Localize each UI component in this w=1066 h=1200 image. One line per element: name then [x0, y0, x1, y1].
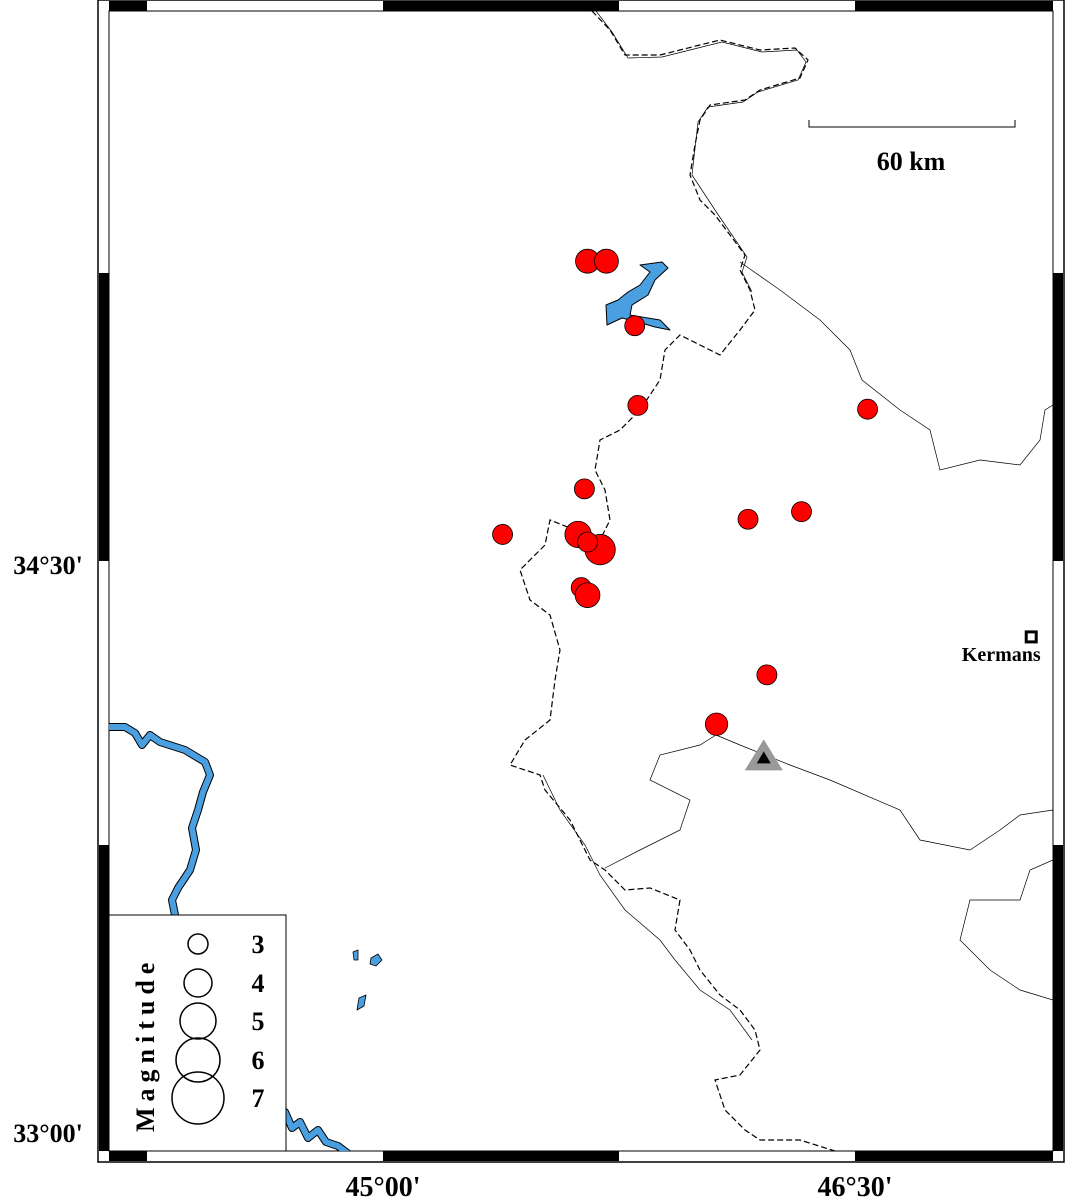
station-inner-triangle-icon	[756, 751, 771, 764]
lat-label-34-30: 34°30'	[13, 551, 83, 580]
city-label: Kermans	[962, 644, 1041, 666]
legend-label: 3	[252, 930, 265, 959]
earthquake-event	[756, 664, 778, 686]
legend-label: 6	[252, 1046, 265, 1075]
earthquake-event	[624, 315, 646, 337]
legend-circle-icon	[171, 1071, 225, 1125]
earthquake-event	[594, 248, 619, 274]
earthquake-event	[704, 712, 729, 736]
earthquake-events	[492, 248, 878, 736]
legend-label: 5	[252, 1007, 265, 1036]
legend-circle-icon	[187, 933, 209, 955]
earthquake-event	[577, 531, 598, 553]
earthquake-event	[574, 582, 601, 608]
province-borders	[542, 11, 1053, 1041]
legend-label: 7	[252, 1084, 265, 1113]
legend-title: Magnitude	[131, 957, 160, 1132]
frame-labels: 34°30' 33°00' 45°00' 46°30'	[13, 551, 892, 1200]
legend-label: 4	[252, 969, 265, 998]
earthquake-event	[737, 508, 759, 530]
city-square-icon	[1024, 630, 1038, 644]
legend-circle-icon	[183, 968, 213, 998]
city-marker: Kermans	[962, 630, 1041, 666]
lat-label-33-00: 33°00'	[13, 1119, 83, 1148]
island	[356, 994, 367, 1011]
lake	[605, 261, 671, 331]
legend-circle-icon	[179, 1002, 217, 1040]
station-marker	[744, 739, 783, 771]
water-bodies	[109, 261, 671, 1151]
earthquake-event	[627, 395, 649, 416]
legend-circle-icon	[175, 1037, 221, 1083]
island	[369, 953, 383, 967]
lon-label-46-30: 46°30'	[818, 1172, 893, 1200]
lon-label-45-00: 45°00'	[346, 1172, 421, 1200]
legend: Magnitude 3 4 5 6 7	[109, 914, 287, 1151]
scale-bar: 60 km	[808, 120, 1016, 176]
earthquake-event	[573, 478, 595, 500]
international-border	[509, 11, 836, 1151]
earthquake-event	[857, 398, 878, 420]
earthquake-event	[791, 501, 812, 523]
earthquake-event	[492, 524, 513, 545]
scale-bar-label: 60 km	[877, 147, 946, 176]
island	[352, 949, 359, 961]
